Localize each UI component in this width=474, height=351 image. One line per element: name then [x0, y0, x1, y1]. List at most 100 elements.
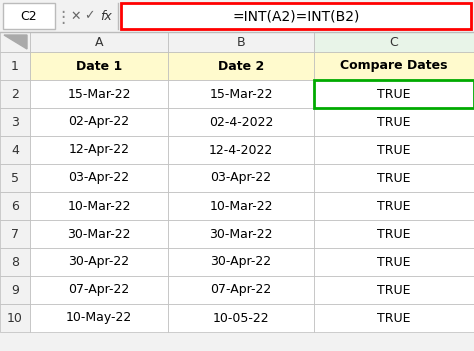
Bar — [30, 248, 168, 276]
Text: TRUE: TRUE — [377, 144, 411, 157]
Text: 30-Mar-22: 30-Mar-22 — [209, 227, 273, 240]
Text: 1: 1 — [11, 60, 19, 73]
Bar — [0, 304, 30, 332]
Text: fx: fx — [100, 9, 112, 22]
Bar — [0, 248, 30, 276]
Text: 07-Apr-22: 07-Apr-22 — [210, 284, 272, 297]
Text: 30-Apr-22: 30-Apr-22 — [210, 256, 272, 269]
Text: ·: · — [60, 4, 65, 22]
Text: 30-Apr-22: 30-Apr-22 — [68, 256, 129, 269]
Text: 07-Apr-22: 07-Apr-22 — [68, 284, 129, 297]
Polygon shape — [4, 35, 27, 49]
Text: 30-Mar-22: 30-Mar-22 — [67, 227, 131, 240]
Bar — [0, 136, 30, 164]
Bar — [314, 276, 474, 304]
Bar — [30, 136, 168, 164]
Text: 10-Mar-22: 10-Mar-22 — [67, 199, 131, 212]
Bar — [168, 192, 314, 220]
Bar — [168, 136, 314, 164]
Bar — [314, 164, 474, 192]
Bar — [30, 108, 168, 136]
Text: C2: C2 — [21, 9, 37, 22]
Bar — [30, 80, 168, 108]
Bar — [0, 164, 30, 192]
Bar — [0, 52, 30, 80]
Text: 2: 2 — [11, 87, 19, 100]
Bar — [314, 108, 474, 136]
Text: 5: 5 — [11, 172, 19, 185]
Text: TRUE: TRUE — [377, 227, 411, 240]
Text: ✓: ✓ — [84, 9, 94, 22]
Text: 6: 6 — [11, 199, 19, 212]
Text: C: C — [390, 35, 398, 48]
Text: TRUE: TRUE — [377, 284, 411, 297]
Text: 12-Apr-22: 12-Apr-22 — [69, 144, 129, 157]
Bar — [168, 108, 314, 136]
Text: TRUE: TRUE — [377, 172, 411, 185]
Bar — [168, 276, 314, 304]
Text: 15-Mar-22: 15-Mar-22 — [209, 87, 273, 100]
Bar — [30, 32, 168, 52]
Text: TRUE: TRUE — [377, 199, 411, 212]
Bar — [168, 80, 314, 108]
Text: Date 2: Date 2 — [218, 60, 264, 73]
Text: ·: · — [60, 15, 65, 33]
Text: 4: 4 — [11, 144, 19, 157]
Text: A: A — [95, 35, 103, 48]
Text: 10-05-22: 10-05-22 — [213, 311, 269, 325]
Bar — [168, 32, 314, 52]
Text: Compare Dates: Compare Dates — [340, 60, 448, 73]
Bar — [168, 164, 314, 192]
Bar — [168, 304, 314, 332]
Bar — [0, 276, 30, 304]
Bar — [314, 220, 474, 248]
Bar — [0, 80, 30, 108]
Text: 15-Mar-22: 15-Mar-22 — [67, 87, 131, 100]
Text: TRUE: TRUE — [377, 115, 411, 128]
Bar — [30, 304, 168, 332]
Bar — [0, 0, 474, 32]
Bar — [314, 136, 474, 164]
Text: TRUE: TRUE — [377, 87, 411, 100]
Text: TRUE: TRUE — [377, 256, 411, 269]
Bar — [314, 304, 474, 332]
Text: ✕: ✕ — [70, 9, 81, 22]
Text: B: B — [237, 35, 246, 48]
Text: 02-4-2022: 02-4-2022 — [209, 115, 273, 128]
Bar — [121, 3, 471, 29]
Text: 9: 9 — [11, 284, 19, 297]
Bar — [30, 164, 168, 192]
Text: 10: 10 — [7, 311, 23, 325]
Bar — [30, 276, 168, 304]
Bar — [168, 52, 314, 80]
Text: 10-May-22: 10-May-22 — [66, 311, 132, 325]
Bar — [30, 192, 168, 220]
Bar — [30, 52, 168, 80]
Bar — [0, 32, 474, 52]
Bar — [314, 52, 474, 80]
Text: 3: 3 — [11, 115, 19, 128]
Bar — [168, 220, 314, 248]
Bar — [0, 108, 30, 136]
Text: 03-Apr-22: 03-Apr-22 — [210, 172, 272, 185]
Bar — [0, 220, 30, 248]
Bar — [3, 3, 55, 29]
Bar — [314, 80, 474, 108]
Text: 02-Apr-22: 02-Apr-22 — [68, 115, 129, 128]
Text: ·: · — [60, 9, 65, 27]
Bar — [30, 220, 168, 248]
Text: Date 1: Date 1 — [76, 60, 122, 73]
Text: 12-4-2022: 12-4-2022 — [209, 144, 273, 157]
Text: 8: 8 — [11, 256, 19, 269]
Text: TRUE: TRUE — [377, 311, 411, 325]
Bar — [0, 32, 30, 52]
Bar — [314, 248, 474, 276]
Bar — [314, 32, 474, 52]
Text: 03-Apr-22: 03-Apr-22 — [68, 172, 129, 185]
Bar — [168, 248, 314, 276]
Text: 7: 7 — [11, 227, 19, 240]
Bar — [314, 192, 474, 220]
Text: 10-Mar-22: 10-Mar-22 — [209, 199, 273, 212]
Text: =INT(A2)=INT(B2): =INT(A2)=INT(B2) — [232, 9, 360, 23]
Bar — [0, 192, 30, 220]
